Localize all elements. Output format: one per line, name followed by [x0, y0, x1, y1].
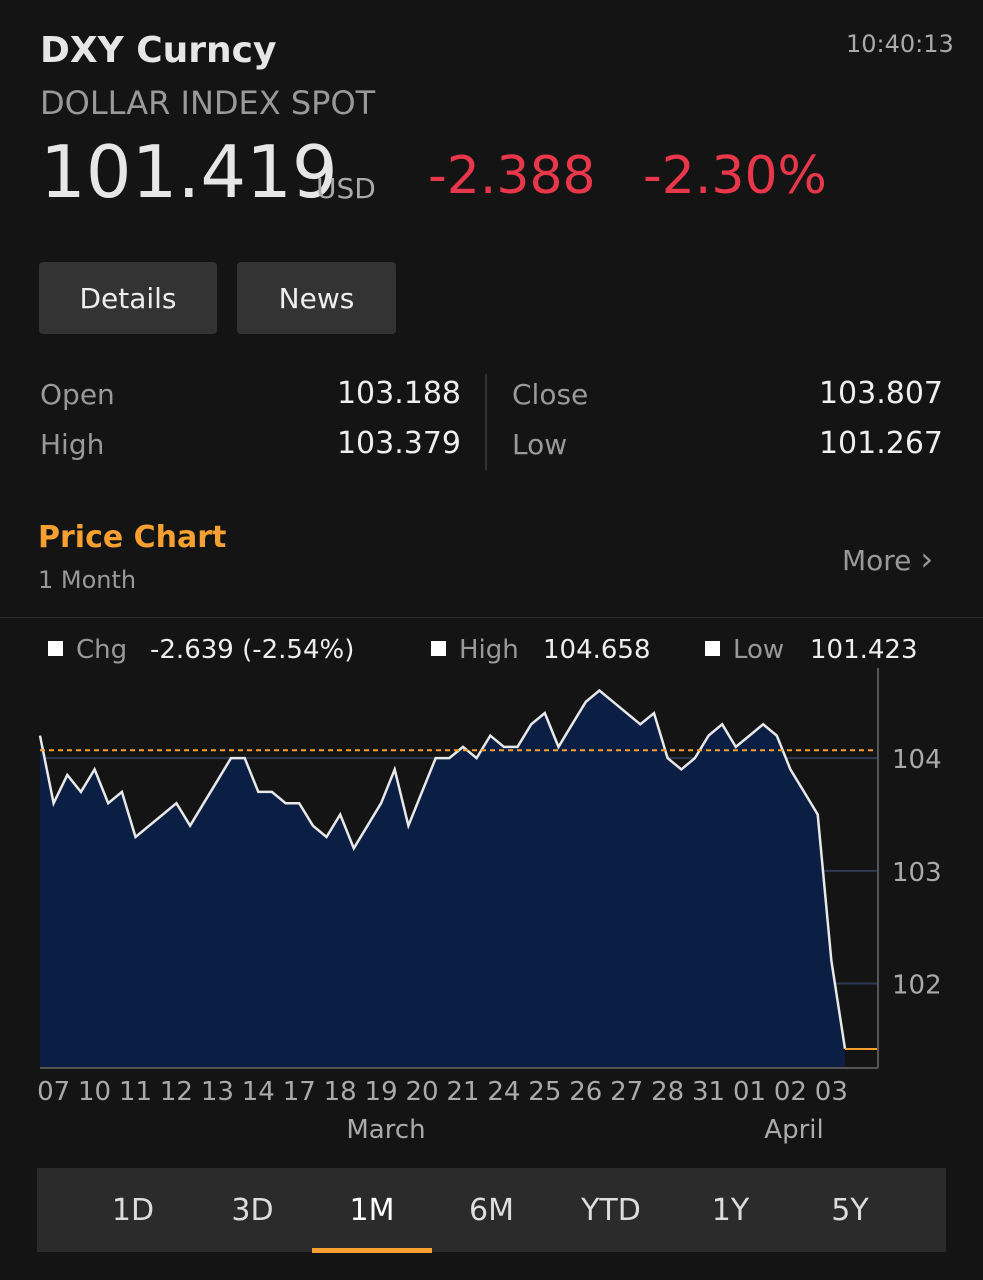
x-tick-label: 01 [733, 1077, 766, 1107]
x-tick-label: 03 [815, 1077, 848, 1107]
legend-swatch [431, 641, 446, 656]
x-tick-label: 25 [528, 1077, 561, 1107]
tab-bar [37, 1168, 946, 1252]
x-tick-label: 24 [487, 1077, 520, 1107]
stat-label: High [40, 428, 105, 461]
separator [0, 617, 983, 618]
legend-label: Chg [76, 635, 127, 665]
change-percent: -2.30% [643, 146, 827, 206]
range-tab[interactable]: 1M [349, 1192, 395, 1228]
range-tab[interactable]: 3D [231, 1192, 274, 1228]
y-tick-label: 104 [892, 745, 942, 775]
security-name: DOLLAR INDEX SPOT [40, 84, 376, 122]
stat-label: Close [512, 378, 589, 411]
active-indicator [312, 1248, 432, 1253]
x-tick-label: 20 [405, 1077, 438, 1107]
legend-value: -2.639 (-2.54%) [150, 635, 354, 665]
x-tick-label: 26 [569, 1077, 602, 1107]
range-tab[interactable]: 6M [469, 1192, 514, 1228]
range-tab[interactable]: 5Y [831, 1192, 869, 1228]
more-link[interactable]: More › [842, 540, 933, 578]
y-tick-label: 103 [892, 858, 942, 888]
section-subtitle: 1 Month [38, 566, 137, 594]
stat-value: 103.379 [336, 426, 461, 461]
more-text[interactable]: More [842, 544, 912, 577]
x-tick-label: 11 [119, 1077, 152, 1107]
section-title: Price Chart [38, 520, 227, 555]
y-tick-label: 102 [892, 970, 942, 1000]
x-tick-label: 31 [692, 1077, 725, 1107]
x-tick-label: 12 [160, 1077, 193, 1107]
range-tab[interactable]: 1D [111, 1192, 155, 1228]
stat-value: 103.188 [336, 376, 461, 411]
range-tab[interactable]: 1Y [711, 1192, 750, 1228]
stat-value: 101.267 [818, 426, 943, 461]
x-tick-label: 19 [365, 1077, 398, 1107]
range-tab[interactable]: YTD [581, 1192, 641, 1228]
stat-value: 103.807 [818, 376, 943, 411]
x-tick-label: 27 [610, 1077, 643, 1107]
chevron: › [920, 540, 934, 578]
legend-swatch [48, 641, 63, 656]
legend-label: High [459, 635, 519, 665]
stat-label: Low [512, 428, 568, 461]
time: 10:40:13 [846, 30, 954, 58]
currency: USD [316, 172, 376, 205]
price: 101.419 [40, 130, 338, 214]
month-label: April [764, 1115, 823, 1145]
legend-value: 104.658 [543, 635, 651, 665]
divider [485, 374, 487, 470]
x-tick-label: 21 [446, 1077, 479, 1107]
month-label: March [346, 1115, 425, 1145]
legend-label: Low [733, 635, 784, 665]
details-button[interactable]: Details [39, 262, 217, 334]
change: -2.388 [428, 146, 596, 206]
x-tick-label: 17 [283, 1077, 316, 1107]
stat-label: Open [40, 378, 115, 411]
x-tick-label: 13 [201, 1077, 234, 1107]
chart: Chg -2.639 (-2.54%) High 104.658 Low 101.423 1… [37, 635, 942, 1145]
area [40, 690, 845, 1068]
legend-swatch [705, 641, 720, 656]
legend-value: 101.423 [810, 635, 918, 665]
x-tick-label: 14 [242, 1077, 275, 1107]
x-tick-label: 18 [324, 1077, 357, 1107]
news-button[interactable]: News [237, 262, 396, 334]
x-tick-label: 28 [651, 1077, 684, 1107]
price-line [38, 688, 847, 1049]
ticker: DXY Curncy [40, 30, 277, 71]
x-tick-label: 07 [37, 1077, 70, 1107]
x-tick-label: 10 [78, 1077, 111, 1107]
x-tick-label: 02 [774, 1077, 807, 1107]
